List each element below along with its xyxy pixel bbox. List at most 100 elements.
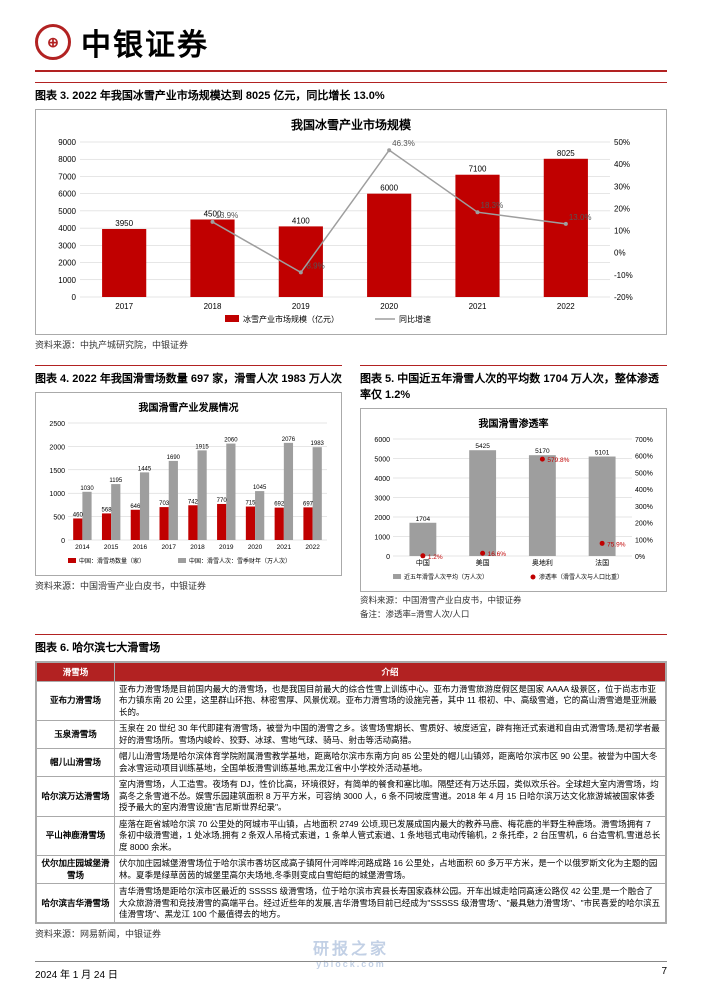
svg-text:770: 770 (217, 498, 228, 504)
chart5-title-line: 图表 5. 中国近五年滑雪人次的平均数 1704 万人次，整体渗透率仅 1.2% (360, 365, 667, 402)
svg-text:0: 0 (72, 293, 77, 302)
chart6-table-box: 滑雪场 介绍 亚布力滑雪场亚布力滑雪场是目前国内最大的滑雪场，也是我国目前最大的… (35, 661, 667, 924)
svg-text:中国: 中国 (416, 558, 430, 567)
svg-text:300%: 300% (635, 504, 653, 511)
chart3-title-line: 图表 3. 2022 年我国冰雪产业市场规模达到 8025 亿元，同比增长 13… (35, 82, 667, 103)
svg-text:1000: 1000 (49, 491, 65, 498)
chart5-box: 我国滑雪渗透率 01000200030004000500060000%100%2… (360, 408, 667, 592)
footer-date: 2024 年 1 月 24 日 (35, 966, 118, 981)
svg-text:703: 703 (159, 501, 170, 507)
svg-text:7100: 7100 (469, 165, 487, 174)
svg-text:5170: 5170 (535, 448, 550, 455)
logo-icon: ⊕ (35, 24, 71, 60)
svg-text:2019: 2019 (292, 302, 310, 311)
svg-text:1000: 1000 (374, 535, 390, 542)
svg-text:2022: 2022 (557, 302, 575, 311)
chart4-col: 图表 4. 2022 年我国滑雪场数量 697 家，滑雪人次 1983 万人次 … (35, 365, 342, 634)
svg-text:3950: 3950 (115, 219, 133, 228)
svg-text:5101: 5101 (595, 450, 610, 457)
svg-text:法国: 法国 (595, 558, 609, 567)
chart3-svg: 0100020003000400050006000700080009000-20… (40, 137, 650, 327)
svg-text:200%: 200% (635, 521, 653, 528)
svg-text:13.0%: 13.0% (569, 213, 592, 222)
svg-text:1704: 1704 (416, 516, 431, 523)
th-name: 滑雪场 (37, 663, 115, 682)
svg-text:1690: 1690 (167, 455, 181, 461)
chart5-svg: 01000200030004000500060000%100%200%300%4… (365, 434, 660, 584)
chart6-table: 滑雪场 介绍 亚布力滑雪场亚布力滑雪场是目前国内最大的滑雪场，也是我国目前最大的… (36, 662, 666, 923)
svg-text:16.6%: 16.6% (488, 551, 507, 558)
svg-text:1445: 1445 (138, 466, 152, 472)
svg-text:-20%: -20% (614, 293, 633, 302)
chart4-source: 资料来源：中国滑雪产业白皮书，中银证券 (35, 579, 342, 592)
th-desc: 介绍 (115, 663, 666, 682)
svg-text:2000: 2000 (49, 444, 65, 451)
svg-text:2020: 2020 (248, 544, 263, 551)
svg-text:2017: 2017 (161, 544, 176, 551)
svg-text:8000: 8000 (58, 155, 76, 164)
row-name: 帽儿山滑雪场 (37, 749, 115, 777)
svg-text:1000: 1000 (58, 276, 76, 285)
svg-text:0%: 0% (614, 249, 626, 258)
svg-text:0: 0 (386, 554, 390, 561)
svg-text:2015: 2015 (104, 544, 119, 551)
svg-text:50%: 50% (614, 138, 630, 147)
svg-text:742: 742 (188, 499, 199, 505)
chart5-title: 我国滑雪渗透率 (365, 415, 662, 430)
svg-text:2019: 2019 (219, 544, 234, 551)
svg-text:697: 697 (303, 501, 314, 507)
svg-text:500: 500 (53, 515, 65, 522)
chart5-col: 图表 5. 中国近五年滑雪人次的平均数 1704 万人次，整体渗透率仅 1.2%… (360, 365, 667, 634)
chart4-title: 我国滑雪产业发展情况 (40, 399, 337, 414)
svg-text:2021: 2021 (469, 302, 487, 311)
table-row: 亚布力滑雪场亚布力滑雪场是目前国内最大的滑雪场，也是我国目前最大的综合性雪上训练… (37, 682, 666, 721)
svg-text:0%: 0% (635, 554, 645, 561)
svg-text:2022: 2022 (305, 544, 320, 551)
table-row: 哈尔滨吉华滑雪场吉华滑雪场是距哈尔滨市区最近的 SSSSS 级滑雪场，位于哈尔滨… (37, 884, 666, 923)
row-desc: 伏尔加庄园城堡滑雪场位于哈尔滨市香坊区成高子镇阿什河哗哗河路成路 16 公里处，… (115, 856, 666, 884)
chart4-title-line: 图表 4. 2022 年我国滑雪场数量 697 家，滑雪人次 1983 万人次 (35, 365, 342, 386)
svg-text:3000: 3000 (58, 241, 76, 250)
svg-text:中国：滑雪人次：雪季财年（万人次）: 中国：滑雪人次：雪季财年（万人次） (189, 557, 291, 565)
chart3-title: 我国冰雪产业市场规模 (40, 116, 662, 133)
svg-text:30%: 30% (614, 182, 630, 191)
chart3-source: 资料来源：中执产城研究院，中银证券 (35, 338, 667, 351)
chart6-source: 资料来源：网易新闻，中银证券 (35, 927, 667, 940)
svg-text:2076: 2076 (282, 437, 296, 443)
svg-text:同比增速: 同比增速 (399, 314, 431, 324)
row-name: 哈尔滨吉华滑雪场 (37, 884, 115, 923)
table-row: 帽儿山滑雪场帽儿山滑雪场是哈尔滨体育学院附属滑雪教学基地，距离哈尔滨市东南方向 … (37, 749, 666, 777)
svg-text:冰雪产业市场规模（亿元）: 冰雪产业市场规模（亿元） (243, 314, 339, 324)
svg-text:460: 460 (73, 512, 84, 518)
svg-text:9000: 9000 (58, 138, 76, 147)
svg-text:2060: 2060 (224, 438, 238, 444)
row-name: 亚布力滑雪场 (37, 682, 115, 721)
svg-text:579.8%: 579.8% (547, 457, 569, 464)
chart6-title-line: 图表 6. 哈尔滨七大滑雪场 (35, 634, 667, 655)
svg-text:20%: 20% (614, 204, 630, 213)
svg-text:2021: 2021 (277, 544, 292, 551)
svg-text:4000: 4000 (374, 476, 390, 483)
table-row: 伏尔加庄园城堡滑雪场伏尔加庄园城堡滑雪场位于哈尔滨市香坊区成高子镇阿什河哗哗河路… (37, 856, 666, 884)
svg-text:100%: 100% (635, 537, 653, 544)
svg-text:40%: 40% (614, 160, 630, 169)
svg-text:700%: 700% (635, 437, 653, 444)
svg-text:5000: 5000 (374, 457, 390, 464)
svg-text:692: 692 (274, 502, 285, 508)
chart3-box: 我国冰雪产业市场规模 01000200030004000500060007000… (35, 109, 667, 335)
row-name: 伏尔加庄园城堡滑雪场 (37, 856, 115, 884)
svg-text:2018: 2018 (190, 544, 205, 551)
svg-text:中国：滑雪场数量（家）: 中国：滑雪场数量（家） (79, 557, 145, 565)
row-name: 哈尔滨万达滑雪场 (37, 777, 115, 816)
svg-text:1195: 1195 (109, 478, 123, 484)
svg-text:4100: 4100 (292, 216, 310, 225)
svg-text:2000: 2000 (58, 259, 76, 268)
svg-text:渗透率（滑雪人次与人口比重）: 渗透率（滑雪人次与人口比重） (539, 573, 623, 581)
header: ⊕ 中银证券 (35, 20, 667, 72)
svg-text:2020: 2020 (380, 302, 398, 311)
svg-text:600%: 600% (635, 454, 653, 461)
svg-text:646: 646 (130, 504, 141, 510)
brand: 中银证券 (81, 20, 209, 64)
svg-text:400%: 400% (635, 487, 653, 494)
chart5-source: 资料来源：中国滑雪产业白皮书，中银证券 (360, 594, 667, 606)
